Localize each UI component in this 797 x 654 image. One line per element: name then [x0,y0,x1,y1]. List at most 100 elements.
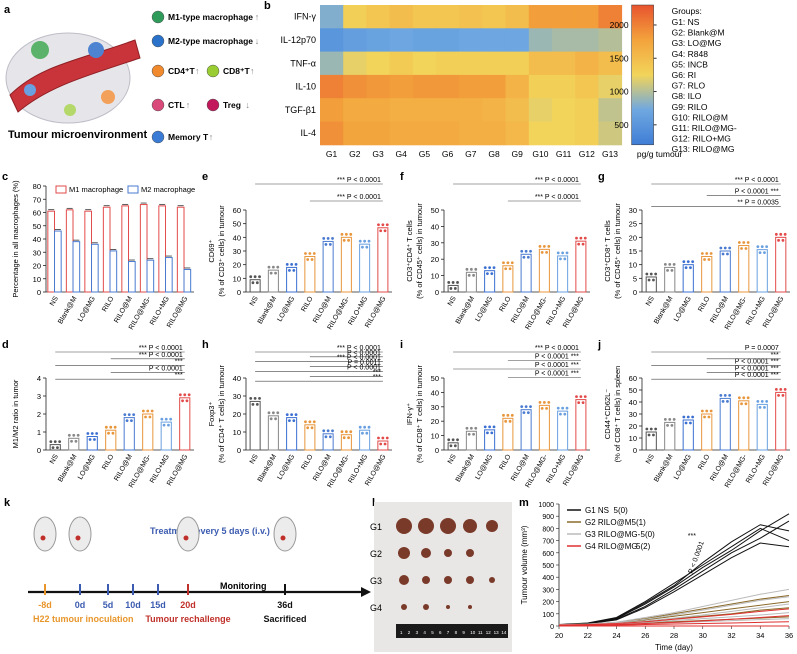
heatmap-cell [412,121,437,146]
y-tick-label: 0 [633,446,637,455]
cell-icon-0 [151,10,165,24]
data-point [765,400,769,403]
timeline-arrow [361,587,371,597]
x-tick-label: RILO [498,453,513,471]
data-point [344,430,348,434]
data-point [312,420,316,424]
bar [484,270,496,293]
y-tick-label: 0 [37,446,41,455]
bar [160,421,172,451]
data-point [324,435,328,439]
data-point [167,423,170,427]
bar [286,266,298,293]
y-tick-label: 500 [542,563,554,570]
data-point [58,440,62,443]
ruler-mark: 10 [470,630,476,635]
heatmap-col-label: G4 [396,149,408,159]
significance-label: *** [373,369,381,376]
ruler-mark: 14 [501,630,507,635]
legend-item: G8: ILO [672,91,702,101]
y-axis-label-2: (% of CD45⁺ cells) in tumour [415,203,424,299]
data-point [565,251,569,255]
y-tick-label: 30 [431,239,439,248]
heatmap-cell [505,121,530,146]
legend-label: M2 macrophage [141,185,195,194]
heatmap-cell [459,98,483,122]
data-point [492,266,496,270]
heatmap-col-label: G1 [326,149,338,159]
treatment-label: Treatment every 5 days (i.v.) [150,526,270,536]
bar [682,419,694,451]
data-point [274,417,277,421]
heatmap-col-label: G9 [512,149,524,159]
bar [176,206,185,293]
data-point [575,395,578,398]
data-point [504,419,508,423]
heatmap-cell [366,5,391,29]
data-point [737,241,741,244]
data-point [719,246,723,250]
significance-label: *** P < 0.0001 [535,194,579,201]
data-point [90,432,94,435]
heatmap-cell [320,121,344,146]
data-point [312,252,316,255]
data-point [276,265,280,269]
data-point [781,394,785,397]
data-point [328,243,332,246]
significance-label: *** P < 0.0001 [337,355,381,362]
heatmap-cell [482,74,507,99]
heatmap-row-label: IL-12p70 [280,35,316,45]
cell-arrow-1: ↓ [255,36,259,46]
data-point [774,388,778,391]
data-point [456,438,459,442]
data-point [486,272,489,276]
data-point [306,426,310,430]
data-point [249,275,253,279]
data-point [490,272,494,276]
heatmap-cell [389,51,414,76]
data-point [344,232,348,236]
bar [286,417,298,451]
heatmap-cell [552,98,576,122]
bar [575,399,587,451]
heatmap-cell [552,121,576,146]
heatmap-cell [389,74,414,99]
heatmap-cell [575,121,599,146]
bar [538,248,550,293]
heatmap-cell [389,28,414,53]
cell-arrow-5: ↓ [245,100,250,110]
panel-c-chart: c 0 10 20 30 40 50 60 70 80 Percentage in all mac… [2,171,195,331]
ruler-mark: 4 [423,630,426,635]
cell-label-0: M1-type macrophage [168,12,253,22]
data-point [774,232,778,236]
legend-item: G2: Blank@M [672,28,725,38]
data-point [340,430,344,434]
data-point [56,446,59,449]
colorbar-label: pg/g tumour [637,149,683,159]
data-point [545,250,548,254]
data-point [684,266,688,270]
data-point [347,436,350,440]
heatmap-cell [505,98,530,122]
bar [183,268,192,293]
y-tick-label: 600 [542,551,554,558]
bar [645,431,657,451]
bar [682,264,694,293]
bar [520,253,532,293]
cell-icon-5 [206,98,220,112]
significance-label: *** P < 0.0001 [337,177,381,184]
x-tick-label: NS [249,295,260,307]
data-point [76,433,80,437]
bar [719,397,731,451]
data-point [529,249,532,253]
y-tick-label: 20 [431,417,439,426]
panel-b-heatmap: b IFN-γ IL-12p70 TNF-α IL-10 TGF-β1 IL-4 G1 G2 G… [264,0,737,159]
data-point [109,425,113,429]
bar [47,210,56,293]
data-point [707,415,711,419]
bar [142,413,154,451]
tumour-sample [423,604,429,610]
data-point [577,401,581,404]
data-point [703,258,706,261]
data-point [545,406,548,410]
